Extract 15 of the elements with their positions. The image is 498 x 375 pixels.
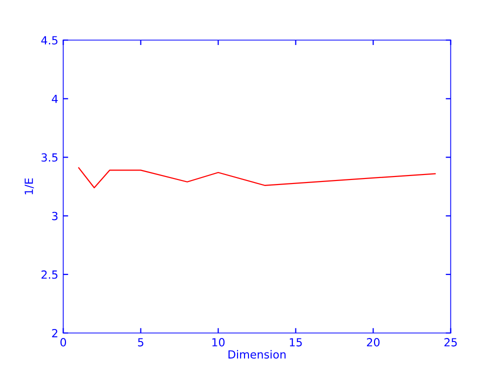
y-tick-label: 3	[52, 212, 58, 220]
y-tick-label: 3.5	[42, 153, 58, 162]
x-axis-title: Dimension	[228, 350, 286, 359]
x-tick-label: 20	[366, 338, 380, 346]
y-tick-label: 4	[52, 94, 58, 103]
y-axis-title: 1/E	[24, 178, 34, 194]
y-tick-label: 4.5	[41, 36, 58, 45]
x-tick-label: 25	[444, 338, 457, 346]
y-tick-label: 2	[52, 328, 58, 338]
x-tick-label: 10	[212, 338, 225, 346]
x-tick-label: 5	[138, 338, 144, 346]
y-tick-label: 2.5	[42, 270, 58, 279]
x-tick-label: 0	[60, 338, 66, 346]
line-series	[78, 167, 436, 188]
x-tick-label: 15	[290, 338, 302, 346]
